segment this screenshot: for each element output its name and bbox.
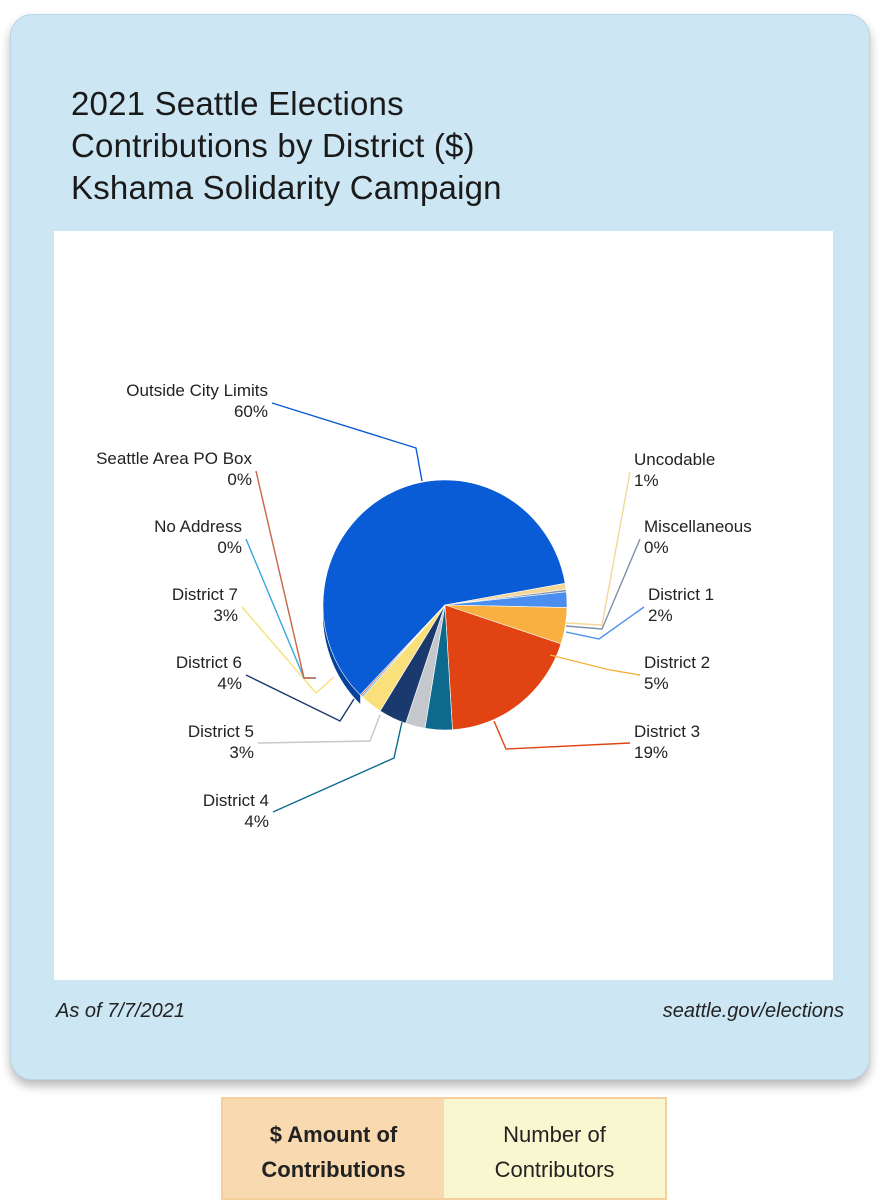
leader-line-district-7	[241, 606, 335, 694]
slice-pct-district-2: 5%	[644, 674, 669, 693]
slice-pct-district-3: 19%	[634, 743, 668, 762]
leader-line-district-2	[549, 654, 641, 676]
pie-chart: Outside City Limits 60% Uncodable 1% Miscell…	[96, 381, 752, 831]
slice-label-district-2: District 2	[644, 653, 710, 672]
slice-pct-district-5: 3%	[229, 743, 254, 762]
slice-label-uncodable: Uncodable	[634, 450, 715, 469]
slice-label-seattle-area-po-box: Seattle Area PO Box	[96, 449, 252, 468]
leader-line-district-6	[245, 674, 355, 722]
slice-pct-seattle-area-po-box: 0%	[227, 470, 252, 489]
slice-pct-district-4: 4%	[244, 812, 269, 831]
leader-line-miscellaneous	[565, 538, 641, 630]
leader-line-district-5	[257, 714, 381, 744]
title-line-3: Kshama Solidarity Campaign	[71, 169, 502, 206]
pie-depth-outside-city-limits	[323, 605, 361, 704]
slice-pct-uncodable: 1%	[634, 471, 659, 490]
slice-pct-outside-city-limits: 60%	[234, 402, 268, 421]
tab-amount-line-2: Contributions	[261, 1156, 406, 1182]
pie-slice-outside-city-limits	[322, 479, 566, 696]
leader-line-district-4	[272, 721, 403, 813]
slice-label-district-4: District 4	[203, 791, 269, 810]
plot-area: Outside City Limits 60% Uncodable 1% Miscell…	[54, 231, 833, 980]
slice-pct-district-1: 2%	[648, 606, 673, 625]
title-line-1: 2021 Seattle Elections	[71, 85, 404, 122]
chart-title: 2021 Seattle Elections Contributions by …	[71, 83, 502, 209]
leader-line-district-1	[565, 606, 645, 640]
slice-label-outside-city-limits: Outside City Limits	[126, 381, 268, 400]
tab-amount-of-contributions[interactable]: $ Amount of Contributions	[221, 1097, 444, 1200]
leader-line-outside-city-limits	[271, 402, 423, 482]
slice-pct-district-7: 3%	[213, 606, 238, 625]
slice-label-district-1: District 1	[648, 585, 714, 604]
pie-depth	[323, 605, 361, 704]
slice-label-district-5: District 5	[188, 722, 254, 741]
metric-tabs: $ Amount of Contributions Number of Cont…	[221, 1097, 667, 1200]
tab-number-line-1: Number of	[503, 1121, 606, 1147]
tab-amount-line-1: $ Amount of	[269, 1121, 398, 1147]
source-link[interactable]: seattle.gov/elections	[662, 1000, 844, 1022]
pie-slice-seattle-area-po-box	[359, 604, 446, 697]
slice-label-district-7: District 7	[172, 585, 238, 604]
slice-label-no-address: No Address	[154, 517, 242, 536]
slice-label-district-6: District 6	[176, 653, 242, 672]
slice-pct-district-6: 4%	[217, 674, 242, 693]
title-line-2: Contributions by District ($)	[71, 127, 475, 164]
leader-line-seattle-area-po-box	[255, 470, 316, 679]
tab-number-line-2: Contributors	[494, 1156, 615, 1182]
leader-line-uncodable	[565, 471, 631, 626]
slice-label-miscellaneous: Miscellaneous	[644, 517, 752, 536]
leader-line-district-3	[493, 720, 631, 750]
slice-label-district-3: District 3	[634, 722, 700, 741]
slice-pct-miscellaneous: 0%	[644, 538, 669, 557]
tab-number-of-contributors[interactable]: Number of Contributors	[444, 1097, 667, 1200]
slice-pct-no-address: 0%	[217, 538, 242, 557]
as-of-date: As of 7/7/2021	[56, 1000, 185, 1022]
leader-line-no-address	[245, 538, 316, 679]
